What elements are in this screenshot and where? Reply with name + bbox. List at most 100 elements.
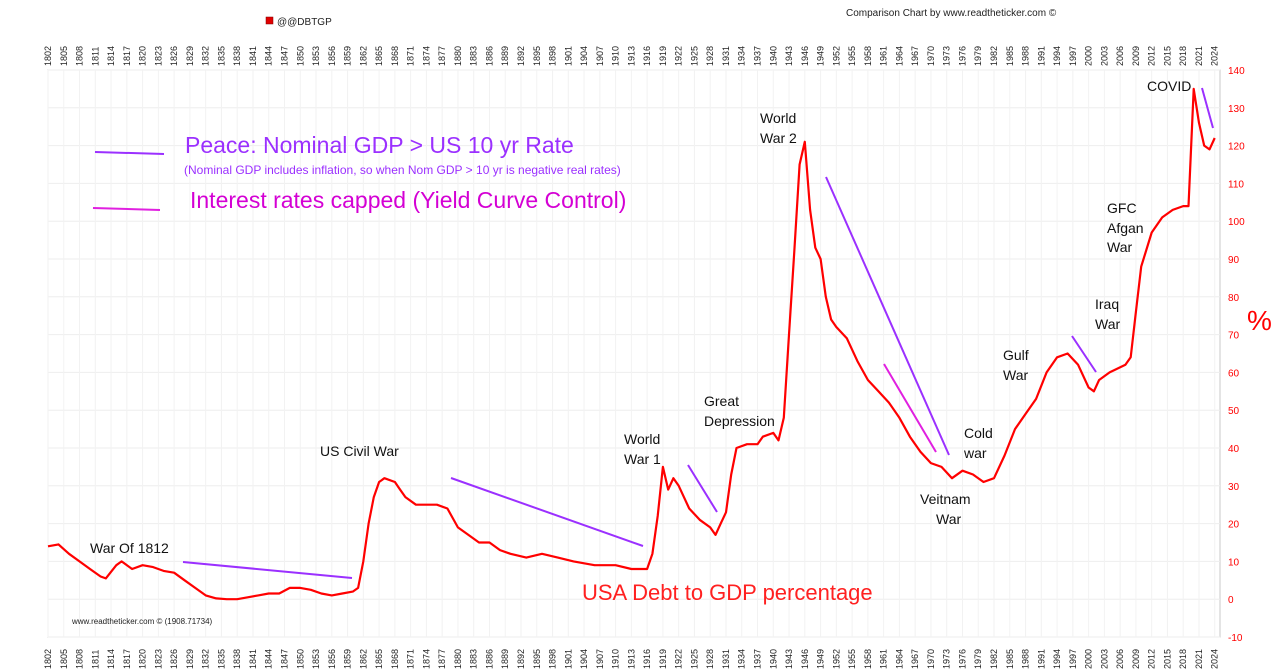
x-axis-ticks-top: 1802 1805 1808 1811 1814 1817 1820 1823 1826 1829…	[43, 46, 1220, 66]
x-tick-label-top: 1892	[516, 46, 526, 66]
x-tick-label-top: 1823	[153, 46, 163, 66]
x-tick-label-bottom: 2018	[1178, 649, 1188, 669]
x-tick-label-top: 1895	[532, 46, 542, 66]
x-tick-label-top: 1946	[800, 46, 810, 66]
x-tick-label-bottom: 1898	[548, 649, 558, 669]
annotation-war-1812: War Of 1812	[90, 540, 169, 556]
peace-note: Peace: Nominal GDP > US 10 yr Rate	[185, 132, 574, 158]
x-tick-label-bottom: 1904	[579, 649, 589, 669]
x-tick-label-bottom: 1946	[800, 649, 810, 669]
x-tick-label-bottom: 1967	[910, 649, 920, 669]
ycc-note: Interest rates capped (Yield Curve Contr…	[190, 187, 626, 213]
x-tick-label-bottom: 1994	[1052, 649, 1062, 669]
x-tick-label-top: 1967	[910, 46, 920, 66]
x-tick-label-top: 2018	[1178, 46, 1188, 66]
x-tick-label-top: 2012	[1147, 46, 1157, 66]
x-tick-label-top: 1913	[626, 46, 636, 66]
x-tick-label-bottom: 1829	[185, 649, 195, 669]
annotation-ww2: World War 2	[760, 110, 797, 146]
legend-swatch	[265, 16, 274, 25]
legend-label: @@DBTGP	[277, 17, 332, 28]
annotation-gulf: Gulf War	[1003, 347, 1029, 383]
x-tick-label-top: 1937	[753, 46, 763, 66]
peace-line-covid	[1201, 87, 1214, 129]
x-tick-label-top: 1865	[374, 46, 384, 66]
x-tick-label-bottom: 1931	[721, 649, 731, 669]
x-tick-label-bottom: 1862	[358, 649, 368, 669]
x-tick-label-bottom: 1817	[122, 649, 132, 669]
x-tick-label-bottom: 1997	[1068, 649, 1078, 669]
x-tick-label-top: 1922	[674, 46, 684, 66]
x-tick-label-bottom: 1859	[343, 649, 353, 669]
x-tick-label-bottom: 1847	[280, 649, 290, 669]
x-tick-label-bottom: 1961	[879, 649, 889, 669]
annotation-gfc: GFC Afgan War	[1107, 200, 1144, 255]
x-tick-label-top: 1964	[894, 46, 904, 66]
y-tick-label: 60	[1228, 368, 1240, 379]
y-unit-label: %	[1247, 305, 1272, 336]
x-tick-label-top: 1898	[548, 46, 558, 66]
y-tick-label: 110	[1228, 179, 1244, 190]
x-tick-label-bottom: 2009	[1131, 649, 1141, 669]
x-tick-label-top: 1976	[957, 46, 967, 66]
x-axis-ticks-bottom: 1802 1805 1808 1811 1814 1817 1820 1823 1826 1829…	[43, 649, 1220, 669]
x-tick-label-top: 1910	[611, 46, 621, 66]
x-tick-label-top: 1928	[705, 46, 715, 66]
x-tick-label-bottom: 1955	[847, 649, 857, 669]
x-tick-label-top: 1871	[406, 46, 416, 66]
x-tick-label-top: 1958	[863, 46, 873, 66]
x-gridlines	[47, 70, 1216, 637]
chart-title: USA Debt to GDP percentage	[582, 580, 873, 605]
x-tick-label-bottom: 1808	[75, 649, 85, 669]
x-tick-label-top: 1955	[847, 46, 857, 66]
peace-line-1920s	[687, 464, 718, 513]
x-tick-label-top: 1880	[453, 46, 463, 66]
y-tick-label: 50	[1228, 406, 1240, 417]
x-tick-label-bottom: 2024	[1210, 649, 1220, 669]
x-tick-label-top: 1847	[280, 46, 290, 66]
y-tick-label: 90	[1228, 255, 1240, 266]
x-tick-label-top: 1925	[689, 46, 699, 66]
x-tick-label-top: 1877	[437, 46, 447, 66]
x-tick-label-top: 1829	[185, 46, 195, 66]
x-tick-label-top: 2009	[1131, 46, 1141, 66]
annotation-cold-war: Cold war	[963, 425, 993, 461]
x-tick-label-top: 1904	[579, 46, 589, 66]
x-tick-label-top: 2021	[1194, 46, 1204, 66]
x-tick-label-top: 1850	[295, 46, 305, 66]
x-tick-label-bottom: 1985	[1005, 649, 1015, 669]
y-tick-label: 40	[1228, 444, 1240, 455]
x-tick-label-bottom: 2003	[1099, 649, 1109, 669]
x-tick-label-top: 1931	[721, 46, 731, 66]
period-lines	[92, 87, 1214, 579]
x-tick-label-top: 2006	[1115, 46, 1125, 66]
x-tick-label-bottom: 1973	[942, 649, 952, 669]
x-tick-label-bottom: 1913	[626, 649, 636, 669]
x-tick-label-top: 1949	[816, 46, 826, 66]
x-tick-label-bottom: 1826	[169, 649, 179, 669]
x-tick-label-bottom: 2012	[1147, 649, 1157, 669]
x-tick-label-top: 1886	[484, 46, 494, 66]
x-tick-label-bottom: 1952	[831, 649, 841, 669]
y-tick-label: 80	[1228, 293, 1240, 304]
x-tick-label-bottom: 1832	[201, 649, 211, 669]
x-tick-label-top: 1979	[973, 46, 983, 66]
x-tick-label-bottom: 1853	[311, 649, 321, 669]
x-tick-label-top: 1808	[75, 46, 85, 66]
x-tick-label-bottom: 1964	[894, 649, 904, 669]
x-tick-label-bottom: 1949	[816, 649, 826, 669]
x-tick-label-bottom: 1982	[989, 649, 999, 669]
x-tick-label-top: 1973	[942, 46, 952, 66]
x-tick-label-top: 1874	[421, 46, 431, 66]
x-tick-label-top: 1811	[90, 47, 100, 66]
x-tick-label-top: 1940	[768, 46, 778, 66]
x-tick-label-top: 1814	[106, 46, 116, 66]
x-tick-label-bottom: 2006	[1115, 649, 1125, 669]
x-tick-label-bottom: 1889	[500, 649, 510, 669]
peace-note-sub: (Nominal GDP includes inflation, so when…	[184, 163, 621, 177]
annotation-covid: COVID	[1147, 78, 1191, 94]
annotation-iraq: Iraq War	[1095, 296, 1120, 332]
credit-top: Comparison Chart by www.readtheticker.co…	[846, 8, 1057, 19]
x-tick-label-top: 1862	[358, 46, 368, 66]
x-tick-label-top: 1916	[642, 46, 652, 66]
